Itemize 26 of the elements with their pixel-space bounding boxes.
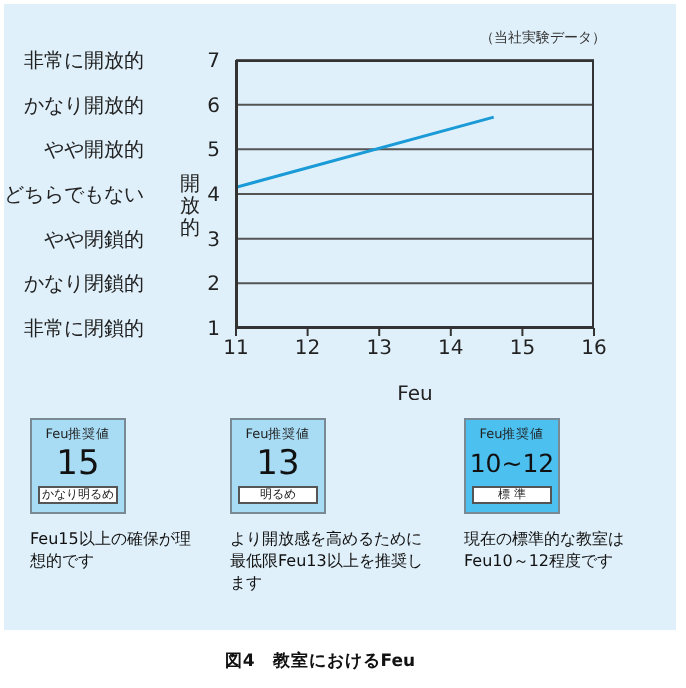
y-tick-label: 3 [207,229,220,252]
x-tick-label: 13 [366,338,392,361]
category-label: 非常に閉鎖的 [24,319,144,342]
y-tick-label: 1 [207,319,220,342]
category-label: やや開放的 [44,140,144,163]
y-tick-label: 7 [207,51,220,74]
text: 図4 教室におけるFeu [222,650,418,674]
x-tick-label: 14 [438,338,464,361]
y-tick-label: 6 [207,95,220,118]
text: より開放感を高めるために最低限Feu13以上を推奨します [230,528,425,594]
y-tick-label: 2 [207,274,220,297]
x-axis-title: Feu [397,384,433,406]
y-tick-label: 5 [207,140,220,163]
x-tick-label: 11 [223,338,249,361]
category-label: やや閉鎖的 [44,229,144,252]
category-label: 非常に開放的 [24,51,144,74]
category-label: どちらでもない [4,185,144,208]
y-tick-label: 4 [207,185,220,208]
text: Feu15以上の確保が理想的です [30,528,193,572]
x-tick-label: 15 [509,338,536,361]
category-label: かなり閉鎖的 [24,274,144,297]
category-label: かなり開放的 [24,95,144,118]
x-tick-label: 12 [294,338,321,361]
x-tick-label: 16 [581,338,607,361]
y-axis-title: 開放的 [178,174,202,240]
text: 現在の標準的な教室はFeu10～12程度です [464,528,626,572]
